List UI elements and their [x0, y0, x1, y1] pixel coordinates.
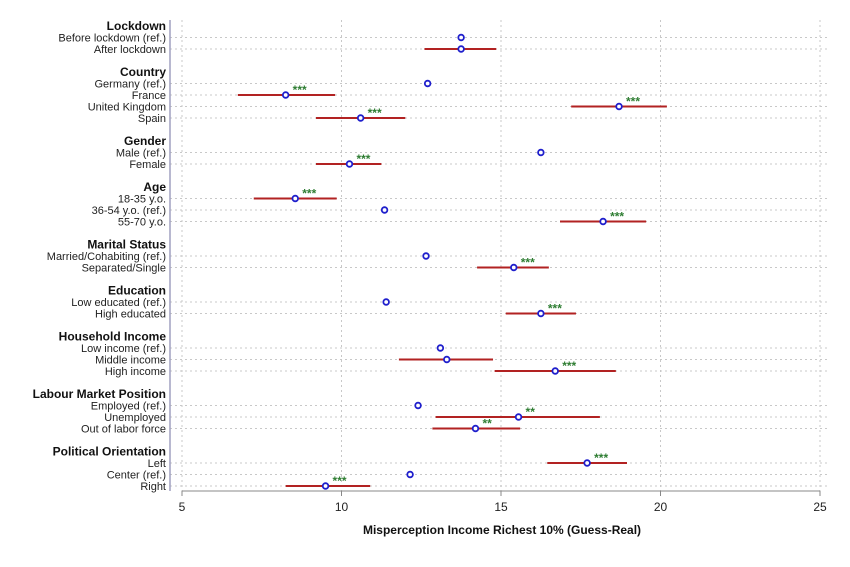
row-label: Separated/Single: [82, 263, 166, 275]
point-estimate: [422, 252, 430, 260]
x-tick-label: 15: [494, 500, 508, 514]
row-label: Before lockdown (ref.): [58, 33, 166, 45]
row-label: High educated: [95, 309, 166, 321]
point-estimate: [599, 217, 607, 226]
group-header: Labour Market Position: [33, 387, 166, 401]
row-label: Married/Cohabiting (ref.): [47, 251, 166, 263]
significance-stars: ***: [356, 152, 370, 166]
significance-stars: ***: [610, 210, 624, 224]
point-estimate: [423, 79, 432, 88]
point-estimate: [443, 355, 451, 364]
row-label: Middle income: [95, 355, 166, 367]
point-estimate: [615, 102, 623, 111]
point-estimate: [457, 45, 465, 53]
point-estimate: [551, 367, 559, 375]
point-estimate: [291, 194, 299, 203]
point-estimate: [537, 148, 545, 157]
group-header: Political Orientation: [53, 445, 166, 459]
point-estimates: [281, 33, 623, 490]
row-label: Male (ref.): [116, 148, 166, 160]
row-label: Out of labor force: [81, 424, 166, 436]
group-header: Education: [108, 284, 166, 298]
significance-stars: ***: [548, 302, 562, 316]
significance-stars: *************************************: [293, 83, 641, 488]
group-header: Gender: [124, 134, 166, 148]
significance-stars: **: [526, 405, 536, 419]
row-label: Right: [140, 481, 166, 493]
significance-stars: ***: [302, 187, 316, 201]
row-label: Center (ref.): [107, 470, 166, 482]
row-label: United Kingdom: [88, 102, 166, 114]
point-estimate: [356, 114, 365, 122]
point-estimate: [281, 91, 290, 99]
row-label: Germany (ref.): [94, 79, 166, 91]
x-tick-label: 25: [813, 500, 827, 514]
significance-stars: ***: [293, 83, 307, 97]
row-label: 55-70 y.o.: [118, 217, 166, 229]
x-tick-label: 5: [179, 500, 186, 514]
row-label: Female: [129, 159, 166, 171]
point-estimate: [382, 298, 390, 306]
row-label: France: [132, 90, 166, 102]
significance-stars: ***: [562, 359, 576, 373]
group-header: Marital Status: [87, 238, 166, 252]
row-label: 36-54 y.o. (ref.): [92, 205, 166, 217]
row-label: Left: [148, 458, 166, 470]
row-label: Low educated (ref.): [71, 297, 166, 309]
x-axis-title: Misperception Income Richest 10% (Guess-…: [363, 523, 641, 537]
group-header: Country: [120, 65, 166, 79]
significance-stars: **: [482, 417, 492, 431]
row-label: Employed (ref.): [91, 401, 166, 413]
row-label: Low income (ref.): [81, 343, 166, 355]
grid-lines: [170, 20, 830, 491]
significance-stars: ***: [626, 95, 640, 109]
row-label: Unemployed: [104, 412, 166, 424]
point-estimate: [537, 309, 545, 318]
group-header: Age: [143, 180, 166, 194]
point-estimate: [583, 459, 591, 467]
significance-stars: ***: [333, 474, 347, 488]
axes: 5 10 15 20 25: [169, 20, 827, 514]
point-estimate: [321, 482, 330, 490]
row-label: After lockdown: [94, 44, 166, 56]
point-estimate: [345, 160, 354, 168]
group-header: Household Income: [59, 330, 167, 344]
point-estimate: [414, 401, 422, 410]
point-estimate: [406, 470, 414, 479]
point-estimate: [436, 344, 445, 352]
point-estimate: [380, 206, 389, 214]
row-label: High income: [105, 366, 166, 378]
point-estimate: [457, 33, 465, 42]
x-tick-label: 20: [654, 500, 668, 514]
point-estimate: [510, 263, 518, 272]
point-estimate: [471, 424, 480, 433]
row-label: Spain: [138, 113, 166, 125]
significance-stars: ***: [594, 451, 608, 465]
x-tick-label: 10: [335, 500, 349, 514]
row-label: 18-35 y.o.: [118, 194, 166, 206]
significance-stars: ***: [521, 256, 535, 270]
significance-stars: ***: [368, 106, 382, 120]
group-header: Lockdown: [107, 19, 166, 33]
point-estimate: [514, 413, 523, 421]
